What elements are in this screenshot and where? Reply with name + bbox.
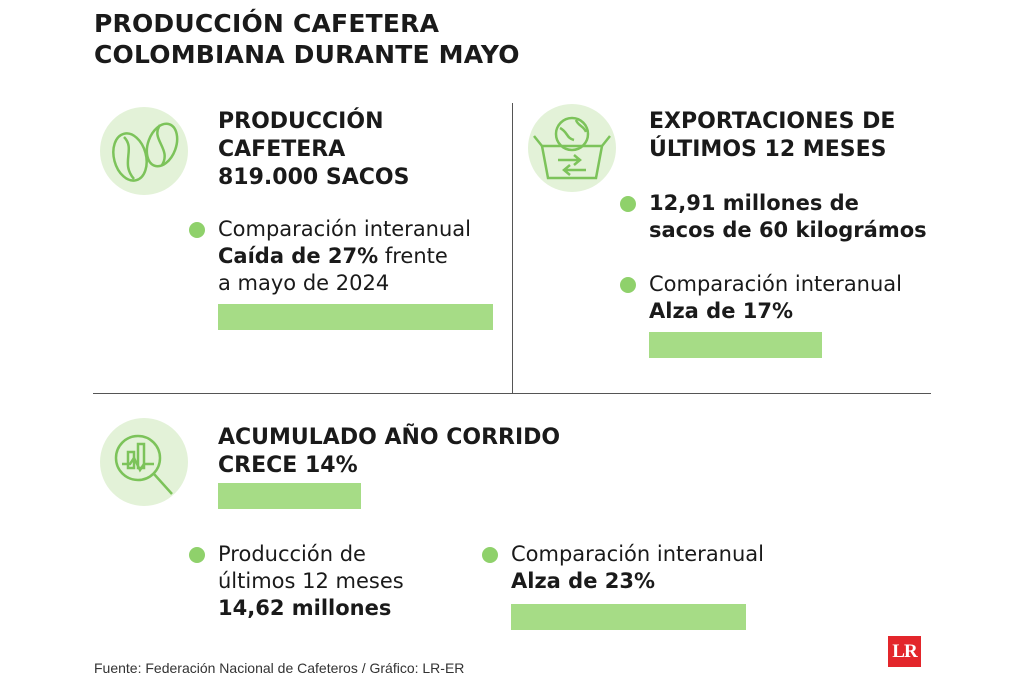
bullet-dot <box>620 277 636 293</box>
accumulated-comparison-label: Comparación interanual <box>511 542 765 566</box>
production-comparison-line2: Caída de 27% frente <box>218 243 508 270</box>
coffee-beans-icon <box>100 107 188 195</box>
exports-volume-line2: sacos de 60 kilográmos <box>649 218 927 242</box>
source-note: Fuente: Federación Nacional de Cafeteros… <box>94 660 465 676</box>
bullet-dot <box>482 547 498 563</box>
production-title-line1: PRODUCCIÓN <box>218 109 384 134</box>
chart-magnifier-icon <box>100 418 188 506</box>
exports-comparison: Comparación interanual Alza de 17% <box>649 271 902 325</box>
production-title-line2: CAFETERA <box>218 137 346 162</box>
bullet-dot <box>189 222 205 238</box>
export-box-globe-icon <box>528 104 616 192</box>
accumulated-production-value: 14,62 millones <box>218 596 392 620</box>
page-title-line1: PRODUCCIÓN CAFETERA <box>94 9 440 38</box>
production-comparison-suffix: frente <box>378 244 448 268</box>
accumulated-production-line1: Producción de <box>218 542 366 566</box>
accumulated-production-line2: últimos 12 meses <box>218 569 404 593</box>
production-title: PRODUCCIÓN CAFETERA 819.000 SACOS <box>218 108 409 192</box>
exports-comparison-label: Comparación interanual <box>649 272 903 296</box>
bar-caida-27 <box>218 304 493 330</box>
vertical-divider <box>512 103 513 393</box>
exports-title: EXPORTACIONES DE ÚLTIMOS 12 MESES <box>649 108 895 164</box>
accumulated-comparison-value: Alza de 23% <box>511 569 656 593</box>
exports-title-line2: ÚLTIMOS 12 MESES <box>649 137 887 162</box>
bar-alza-17 <box>649 332 822 358</box>
exports-volume-line1: 12,91 millones de <box>649 191 859 215</box>
accumulated-title-line2: CRECE 14% <box>218 453 358 478</box>
bullet-dot <box>189 547 205 563</box>
page-title-line2: COLOMBIANA DURANTE MAYO <box>94 40 520 69</box>
exports-comparison-value: Alza de 17% <box>649 299 794 323</box>
bar-alza-23 <box>511 604 746 630</box>
page-title: PRODUCCIÓN CAFETERA COLOMBIANA DURANTE M… <box>94 8 520 70</box>
accumulated-title-line1: ACUMULADO AÑO CORRIDO <box>218 425 561 450</box>
production-comparison-line3: a mayo de 2024 <box>218 271 390 295</box>
horizontal-divider <box>93 393 931 394</box>
bullet-dot <box>620 196 636 212</box>
accumulated-title: ACUMULADO AÑO CORRIDO CRECE 14% <box>218 424 560 480</box>
accumulated-comparison: Comparación interanual Alza de 23% <box>511 541 764 595</box>
exports-title-line1: EXPORTACIONES DE <box>649 109 896 134</box>
accumulated-production: Producción de últimos 12 meses 14,62 mil… <box>218 541 404 622</box>
production-comparison-value: Caída de 27% <box>218 244 379 268</box>
production-comparison-label: Comparación interanual <box>218 217 472 241</box>
production-comparison: Comparación interanual Caída de 27% fren… <box>218 216 508 297</box>
exports-volume: 12,91 millones de sacos de 60 kilográmos <box>649 190 927 244</box>
lr-logo: LR <box>888 636 921 667</box>
production-title-line3: 819.000 SACOS <box>218 165 410 190</box>
bar-crece-14 <box>218 483 361 509</box>
